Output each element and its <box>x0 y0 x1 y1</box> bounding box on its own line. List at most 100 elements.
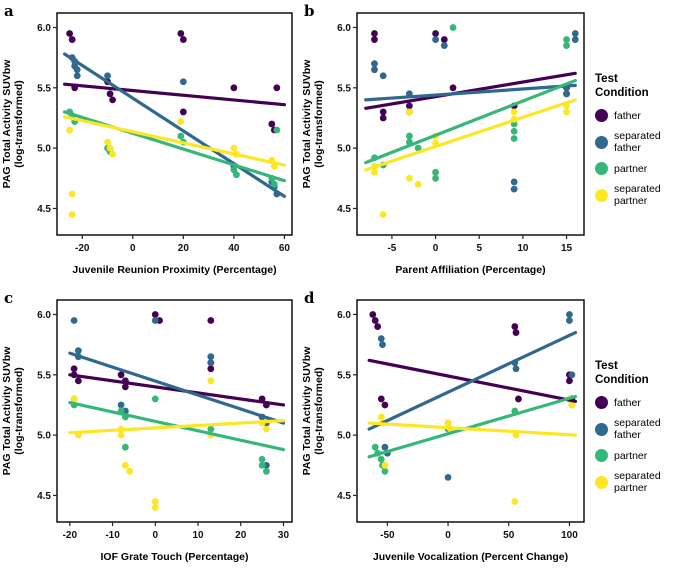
data-point-separated-father <box>104 72 111 80</box>
trend-line-separated-partner <box>367 421 578 437</box>
panel-c-chart: -20 -10 0 10 20 30 4.5 5.0 5.5 6.0 IOF Grate Touch… <box>1 289 293 563</box>
x-tick-label: 0 <box>152 530 158 541</box>
y-tick-label: 5.0 <box>337 431 351 442</box>
legend-label: separated partner <box>614 183 661 208</box>
data-point-separated-partner <box>106 144 114 152</box>
y-tick-label: 4.5 <box>337 491 351 502</box>
x-tick-label: 20 <box>178 243 190 254</box>
data-point-separated-father <box>512 365 520 373</box>
y-tick-label: 6.0 <box>37 310 51 321</box>
y-tick-label: 5.0 <box>37 431 51 442</box>
figure-bottom-row: -20 -10 0 10 20 30 4.5 5.0 5.5 6.0 IOF Grate Touch… <box>0 287 685 574</box>
panel-a: -20 0 20 40 60 4.5 5.0 5.5 6.0 Juvenile Reunion P… <box>0 0 300 287</box>
data-point-father <box>151 311 159 318</box>
data-point-partner <box>510 127 518 135</box>
data-point-separated-father <box>179 78 187 86</box>
data-point-father <box>371 317 379 324</box>
x-tick-label: 15 <box>561 243 573 254</box>
data-point-separated-partner <box>405 108 413 116</box>
data-point-separated-father <box>207 359 215 367</box>
data-point-partner <box>377 455 385 463</box>
trend-line-separated-father <box>62 52 287 198</box>
y-axis-label-line1: PAG Total Activity SUVbw <box>301 346 313 476</box>
data-point-separated-partner <box>126 467 134 475</box>
trend-line-separated-father <box>367 330 578 431</box>
data-point-separated-father <box>73 72 81 80</box>
x-tick-label: 100 <box>561 530 578 541</box>
panel-letter: c <box>4 289 13 307</box>
data-point-father <box>207 317 215 324</box>
data-point-partner <box>121 443 129 451</box>
legend-entry-separated-partner: separated partner <box>595 470 685 494</box>
x-tick-label: 5 <box>476 243 482 254</box>
x-tick-label: 0 <box>130 243 136 254</box>
x-tick-label: 0 <box>445 530 451 541</box>
y-tick-label: 6.0 <box>337 310 351 321</box>
data-point-separated-father <box>73 66 81 74</box>
data-point-separated-partner <box>405 174 413 182</box>
y-tick-label: 4.5 <box>37 491 51 502</box>
y-axis-label-line2: (log-transformed) <box>13 80 25 168</box>
trend-line-separated-partner <box>364 98 577 172</box>
y-tick-label: 5.5 <box>37 370 51 381</box>
data-point-partner <box>510 135 518 142</box>
data-point-partner <box>258 455 266 463</box>
x-tick-label: -10 <box>105 530 120 541</box>
data-point-separated-father <box>117 401 125 409</box>
y-tick-label: 5.5 <box>337 370 351 381</box>
separated-partner-swatch-icon <box>595 475 608 489</box>
trend-line-separated-partner <box>68 419 286 435</box>
data-point-father <box>74 377 82 385</box>
legend-title: Test Condition <box>595 359 649 386</box>
data-point-partner <box>270 180 278 188</box>
data-point-separated-partner <box>510 108 518 116</box>
plot-border <box>356 12 585 236</box>
data-point-separated-partner <box>151 504 159 511</box>
y-tick-label: 6.0 <box>337 23 351 34</box>
data-point-father <box>207 365 215 373</box>
data-point-separated-partner <box>512 431 520 439</box>
y-tick-label: 5.0 <box>337 144 351 155</box>
panel-letter: a <box>4 2 14 20</box>
data-point-separated-father <box>70 317 78 324</box>
data-point-separated-partner <box>379 211 387 218</box>
data-point-father <box>179 36 187 43</box>
data-point-separated-father <box>371 60 378 68</box>
partner-swatch-icon <box>595 449 608 463</box>
data-point-separated-father <box>377 335 385 343</box>
data-point-father <box>70 365 78 373</box>
data-point-father <box>68 36 76 43</box>
partner-swatch-icon <box>595 162 608 176</box>
data-point-separated-father <box>563 90 570 98</box>
data-point-separated-father <box>571 36 579 43</box>
data-point-partner <box>371 443 379 451</box>
legend-entry-separated-father: separated father <box>595 130 685 154</box>
separated-partner-swatch-icon <box>595 188 608 202</box>
data-point-separated-partner <box>371 168 378 176</box>
y-tick-label: 4.5 <box>37 204 51 215</box>
data-point-separated-partner <box>68 211 76 218</box>
legend-label: father <box>614 109 641 122</box>
data-point-separated-father <box>379 341 386 349</box>
legend-label: partner <box>614 449 648 462</box>
data-point-father <box>515 395 522 403</box>
figure-top-row: -20 0 20 40 60 4.5 5.0 5.5 6.0 Juvenile Reunion P… <box>0 0 685 287</box>
data-point-father <box>511 323 519 330</box>
y-axis-label-line1: PAG Total Activity SUVbw <box>1 346 13 476</box>
x-tick-label: 60 <box>279 243 291 254</box>
panel-b-chart: -5 0 5 10 15 4.5 5.0 5.5 6.0 Parent Affiliation (… <box>301 2 585 276</box>
legend-title: Test Condition <box>595 72 649 99</box>
data-point-partner <box>262 467 270 475</box>
data-point-separated-partner <box>230 144 238 152</box>
legend-label: separated father <box>614 417 661 442</box>
data-point-partner <box>432 168 439 176</box>
data-point-partner <box>258 461 266 469</box>
data-point-father <box>106 90 114 98</box>
x-tick-label: -50 <box>380 530 395 541</box>
data-point-partner <box>563 42 570 49</box>
data-point-father <box>371 30 378 37</box>
legend-entry-father: father <box>595 109 685 123</box>
legend-entry-partner: partner <box>595 162 685 176</box>
trend-line-separated-father <box>68 351 286 425</box>
data-point-separated-father <box>444 473 452 481</box>
